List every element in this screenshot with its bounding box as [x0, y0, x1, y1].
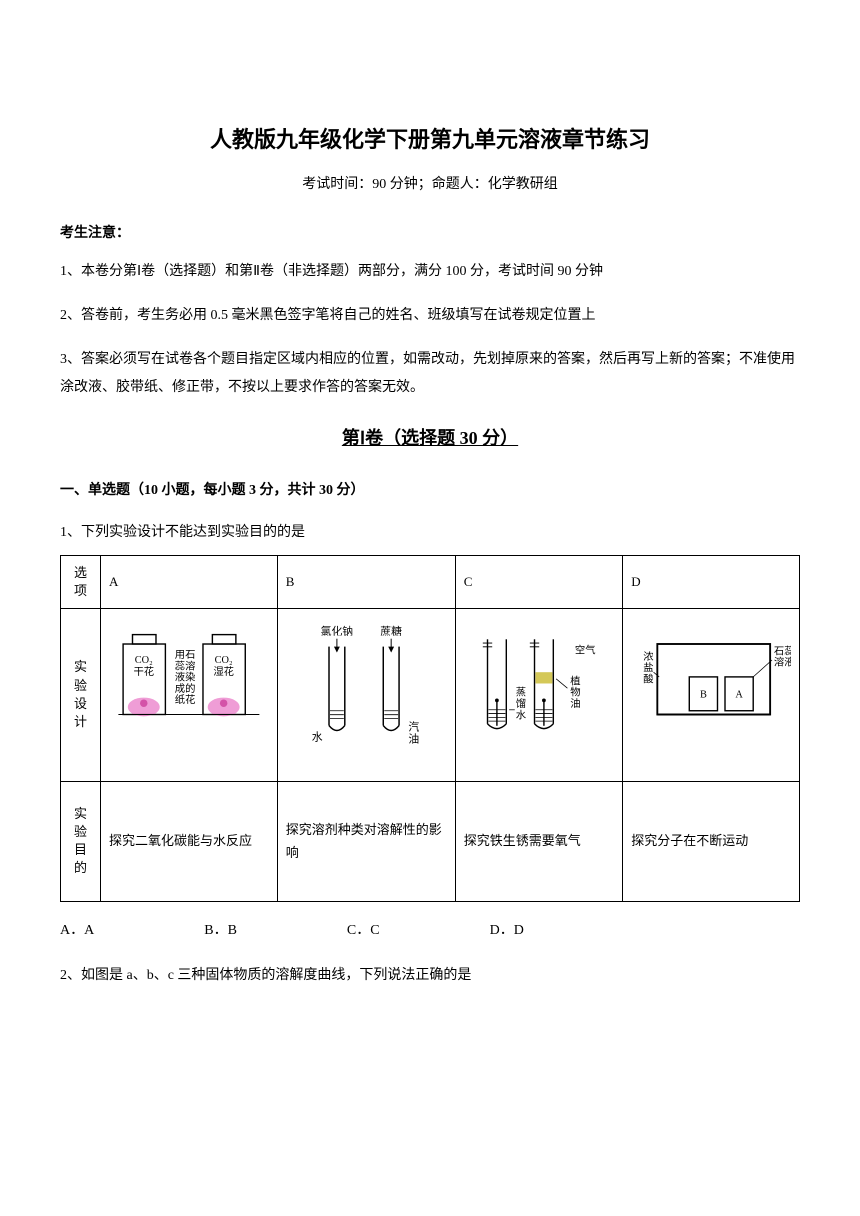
q1-opt-b: B．B: [204, 918, 237, 943]
svg-text:蕊溶: 蕊溶: [175, 659, 196, 672]
svg-text:浓: 浓: [643, 651, 654, 663]
svg-text:水: 水: [312, 730, 323, 743]
instruction-1: 1、本卷分第Ⅰ卷（选择题）和第Ⅱ卷（非选择题）两部分，满分 100 分，考试时间…: [60, 258, 800, 286]
row-header-design: 实验设计: [61, 609, 101, 781]
q2-stem: 2、如图是 a、b、c 三种固体物质的溶解度曲线，下列说法正确的是: [60, 963, 800, 988]
q1-opt-a: A．A: [60, 918, 94, 943]
svg-text:植: 植: [570, 675, 580, 688]
q1-opt-d: D．D: [490, 918, 524, 943]
q1-opt-c: C．C: [347, 918, 380, 943]
svg-text:酸: 酸: [643, 673, 654, 686]
row-header-purpose: 实验目的: [61, 781, 101, 901]
svg-text:纸花: 纸花: [175, 693, 196, 706]
purpose-a: 探究二氧化碳能与水反应: [101, 781, 278, 901]
svg-text:B: B: [700, 690, 707, 701]
svg-text:蒸: 蒸: [515, 687, 525, 699]
svg-text:蔗糖: 蔗糖: [380, 624, 402, 638]
diagram-c: 空气 植 物 油 蒸 馏 水: [455, 609, 622, 781]
row-header-option: 选项: [61, 555, 101, 608]
svg-text:氯化钠: 氯化钠: [320, 624, 353, 638]
svg-text:干花: 干花: [133, 665, 154, 678]
q1-table: 选项 A B C D 实验设计 CO₂ 干花 用石 蕊溶 液染 成的 纸花: [60, 555, 800, 902]
part1-title: 第Ⅰ卷（选择题 30 分）: [60, 422, 800, 454]
svg-text:馏: 馏: [515, 697, 525, 710]
svg-text:成的: 成的: [175, 682, 196, 695]
q1-stem: 1、下列实验设计不能达到实验目的的是: [60, 520, 800, 545]
col-b: B: [277, 555, 455, 608]
svg-text:物: 物: [570, 686, 580, 699]
col-a: A: [101, 555, 278, 608]
page-title: 人教版九年级化学下册第九单元溶液章节练习: [60, 120, 800, 160]
svg-text:汽: 汽: [408, 720, 419, 734]
svg-text:盐: 盐: [643, 661, 653, 674]
purpose-b: 探究溶剂种类对溶解性的影响: [277, 781, 455, 901]
instruction-3: 3、答案必须写在试卷各个题目指定区域内相应的位置，如需改动，先划掉原来的答案，然…: [60, 346, 800, 402]
purpose-d: 探究分子在不断运动: [623, 781, 800, 901]
svg-text:油: 油: [570, 697, 580, 710]
svg-text:油: 油: [408, 731, 419, 745]
col-d: D: [623, 555, 800, 608]
question-type-header: 一、单选题（10 小题，每小题 3 分，共计 30 分）: [60, 478, 800, 503]
svg-text:CO₂: CO₂: [215, 655, 233, 666]
svg-text:溶液: 溶液: [774, 656, 791, 669]
instruction-2: 2、答卷前，考生务必用 0.5 毫米黑色签字笔将自己的姓名、班级填写在试卷规定位…: [60, 302, 800, 330]
col-c: C: [455, 555, 622, 608]
purpose-c: 探究铁生锈需要氧气: [455, 781, 622, 901]
notice-label: 考生注意：: [60, 221, 800, 246]
diagram-d: B A 浓 盐 酸 石蕊 溶液: [623, 609, 800, 781]
svg-text:液染: 液染: [175, 671, 196, 684]
page-subtitle: 考试时间：90 分钟；命题人：化学教研组: [60, 172, 800, 197]
svg-text:空气: 空气: [575, 644, 596, 657]
q1-options: A．A B．B C．C D．D: [60, 918, 800, 943]
diagram-b: 氯化钠 蔗糖 水 汽 油: [277, 609, 455, 781]
svg-text:湿花: 湿花: [213, 665, 234, 678]
svg-text:石蕊: 石蕊: [774, 645, 791, 657]
svg-text:水: 水: [515, 709, 526, 721]
svg-text:A: A: [736, 690, 744, 701]
diagram-a: CO₂ 干花 用石 蕊溶 液染 成的 纸花 CO₂ 湿花: [101, 609, 278, 781]
svg-text:CO₂: CO₂: [135, 655, 153, 666]
svg-text:用石: 用石: [175, 650, 196, 661]
